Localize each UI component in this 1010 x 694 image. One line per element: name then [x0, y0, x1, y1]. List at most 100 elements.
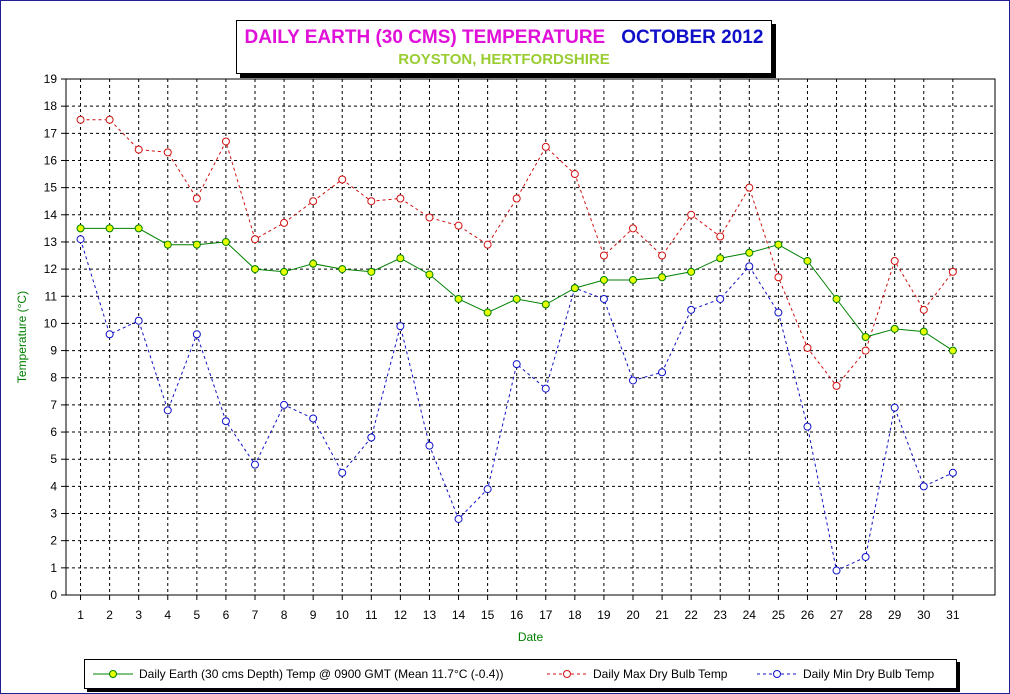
- data-point-s0: [890, 324, 899, 333]
- data-point-s0: [948, 346, 957, 355]
- data-point-s0: [367, 267, 376, 276]
- y-tick-label: 14: [44, 208, 58, 222]
- data-point-s2: [454, 514, 463, 523]
- x-tick-label: 25: [772, 608, 786, 622]
- data-point-s1: [396, 194, 405, 203]
- y-tick-label: 2: [50, 534, 57, 548]
- data-point-s2: [105, 330, 114, 339]
- data-point-s0: [861, 333, 870, 341]
- x-tick-label: 23: [714, 608, 728, 622]
- data-point-s2: [425, 441, 434, 450]
- x-tick-label: 19: [597, 608, 611, 622]
- data-point-s2: [221, 417, 230, 426]
- chart-title: DAILY EARTH (30 CMS) TEMPERATURE: [244, 27, 606, 48]
- x-tick-label: 27: [830, 608, 844, 622]
- y-tick-label: 12: [44, 262, 58, 276]
- x-tick-label: 10: [336, 608, 350, 622]
- data-point-s2: [512, 360, 521, 369]
- legend-item-max: Daily Max Dry Bulb Temp: [547, 660, 727, 688]
- data-point-s1: [163, 148, 172, 157]
- data-point-s1: [745, 183, 754, 192]
- chart-legend: Daily Earth (30 cms Depth) Temp @ 0900 G…: [84, 659, 957, 689]
- data-point-s0: [425, 270, 434, 279]
- data-point-s0: [774, 240, 783, 249]
- x-tick-label: 1: [77, 608, 84, 622]
- data-point-s0: [745, 248, 754, 257]
- data-point-s0: [338, 265, 347, 274]
- data-point-s2: [396, 322, 405, 331]
- data-point-s1: [338, 175, 347, 184]
- x-tick-label: 4: [164, 608, 171, 622]
- x-tick-label: 17: [539, 608, 553, 622]
- data-point-s1: [599, 251, 608, 260]
- data-point-s1: [192, 194, 201, 203]
- data-point-s0: [76, 224, 85, 233]
- y-tick-label: 19: [44, 72, 58, 86]
- data-point-s2: [134, 316, 143, 325]
- x-tick-label: 2: [106, 608, 113, 622]
- x-tick-label: 5: [194, 608, 201, 622]
- data-point-s2: [338, 468, 347, 477]
- x-tick-label: 11: [365, 608, 378, 622]
- x-tick-label: 7: [252, 608, 259, 622]
- data-point-s2: [774, 308, 783, 317]
- data-point-s1: [483, 240, 492, 249]
- data-point-s2: [163, 406, 172, 415]
- data-point-s2: [192, 330, 201, 339]
- data-point-s1: [280, 218, 289, 227]
- data-point-s1: [890, 256, 899, 265]
- data-point-s0: [309, 259, 318, 268]
- data-point-s1: [367, 197, 376, 206]
- data-point-s0: [599, 275, 608, 284]
- y-tick-label: 13: [44, 235, 58, 249]
- chart-subtitle: ROYSTON, HERTFORDSHIRE: [398, 51, 610, 68]
- legend-max-swatch-icon: [547, 670, 587, 678]
- legend-earth-swatch-icon: [93, 670, 133, 678]
- data-point-s1: [832, 381, 841, 390]
- data-point-s2: [716, 294, 725, 303]
- data-point-s2: [76, 235, 85, 244]
- data-point-s0: [919, 327, 928, 336]
- data-point-s2: [745, 262, 754, 271]
- x-tick-label: 12: [394, 608, 408, 622]
- chart-title-box: DAILY EARTH (30 CMS) TEMPERATURE OCTOBER …: [236, 20, 772, 74]
- y-tick-label: 9: [50, 344, 57, 358]
- x-tick-label: 13: [423, 608, 437, 622]
- x-tick-label: 6: [223, 608, 230, 622]
- data-point-s2: [599, 294, 608, 303]
- y-tick-label: 16: [44, 153, 58, 167]
- y-tick-label: 5: [50, 452, 57, 466]
- chart-title-line: DAILY EARTH (30 CMS) TEMPERATURE OCTOBER …: [237, 27, 771, 49]
- data-point-s1: [425, 213, 434, 222]
- x-tick-label: 8: [281, 608, 288, 622]
- data-point-s1: [628, 224, 637, 233]
- data-point-s0: [483, 308, 492, 317]
- y-tick-label: 10: [44, 316, 58, 330]
- y-tick-label: 6: [50, 425, 57, 439]
- data-point-s0: [105, 224, 114, 233]
- y-tick-label: 7: [50, 398, 57, 412]
- data-point-s0: [163, 240, 172, 249]
- data-point-s1: [861, 346, 870, 355]
- legend-max-label: Daily Max Dry Bulb Temp: [593, 667, 728, 681]
- data-point-s2: [803, 422, 812, 431]
- x-tick-label: 24: [743, 608, 757, 622]
- data-point-s2: [687, 305, 696, 314]
- data-point-s2: [280, 400, 289, 409]
- data-point-s1: [76, 115, 85, 124]
- data-point-s1: [250, 235, 259, 244]
- data-point-s0: [192, 240, 201, 249]
- data-point-s1: [541, 142, 550, 151]
- x-tick-label: 9: [310, 608, 317, 622]
- data-point-s0: [134, 224, 143, 233]
- y-tick-label: 4: [50, 479, 57, 493]
- y-tick-label: 17: [44, 126, 58, 140]
- x-tick-label: 21: [655, 608, 669, 622]
- data-point-s0: [716, 254, 725, 263]
- x-axis-title: Date: [518, 630, 544, 644]
- plot-area: [65, 78, 996, 596]
- data-point-s1: [105, 115, 114, 124]
- data-point-s1: [919, 305, 928, 314]
- data-point-s0: [541, 300, 550, 309]
